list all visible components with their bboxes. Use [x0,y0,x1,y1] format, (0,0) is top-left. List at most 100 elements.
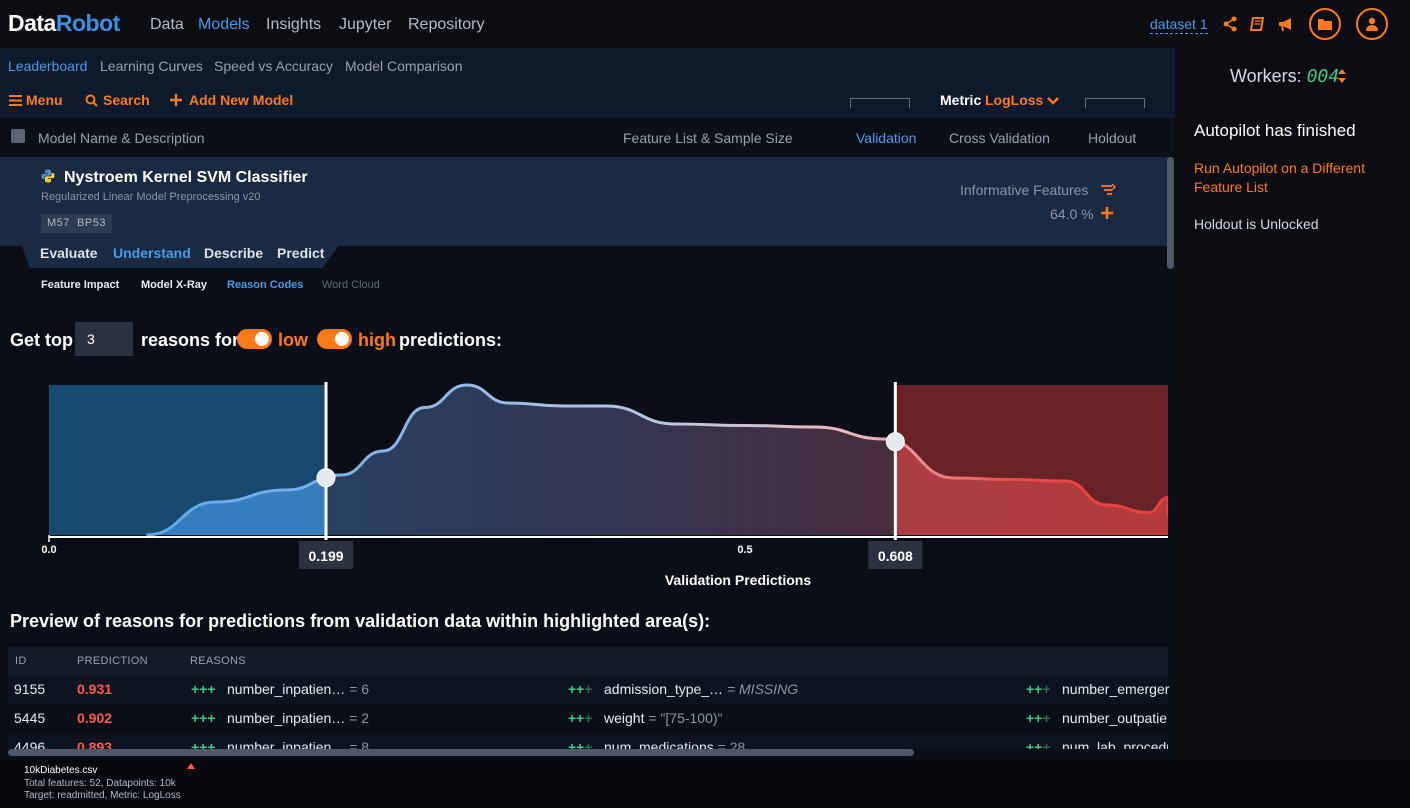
high-threshold-handle[interactable] [885,432,905,452]
subnav-speed-vs-accuracy[interactable]: Speed vs Accuracy [214,58,334,74]
low-label: low [278,330,308,350]
nav-insights[interactable]: Insights [266,16,322,33]
row-id: 5445 [14,710,46,726]
caret-up-icon[interactable] [187,763,195,769]
row-prediction: 0.893 [77,739,113,749]
horizontal-scrollbar[interactable] [8,749,914,756]
table-row[interactable]: 4496 0.893 +++ number_inpatien… = 8 +++ … [8,733,1168,749]
reason-feature: admission_type_… = MISSING [604,681,798,697]
table-row[interactable]: 5445 0.902 +++ number_inpatien… = 2 +++ … [8,704,1168,733]
nav-repository[interactable]: Repository [408,16,485,33]
high-threshold-badge [868,541,923,569]
share-icon[interactable] [1221,15,1239,33]
tag-bp53: BP53 [77,217,106,229]
row-id: 4496 [14,739,46,749]
subtab-feature-impact[interactable]: Feature Impact [41,279,120,291]
column-model-name[interactable]: Model Name & Description [38,130,205,146]
sample-size: 64.0 % [1050,206,1094,222]
subnav-learning-curves[interactable]: Learning Curves [100,58,203,74]
reason-sign-strong: ++ [1026,710,1043,726]
reason-sign: +++ [191,739,216,749]
tab-evaluate[interactable]: Evaluate [40,245,98,261]
high-threshold-value: 0.608 [878,548,913,564]
reason-sign-weak: + [1042,710,1051,726]
column-feature-list[interactable]: Feature List & Sample Size [623,130,793,146]
subtab-reason-codes[interactable]: Reason Codes [227,279,304,291]
model-name[interactable]: Nystroem Kernel SVM Classifier [64,169,308,186]
header-reasons: REASONS [190,655,246,667]
folder-icon [1318,19,1332,30]
reason-sign-weak: + [584,739,593,749]
dataset-link[interactable]: dataset 1 [1150,16,1208,34]
distribution-line [146,383,1168,537]
low-toggle[interactable] [237,329,272,349]
autopilot-status: Autopilot has finished [1194,121,1356,140]
dataset-target: Target: readmitted, Metric: LogLoss [24,790,181,801]
reason-sign-weak: + [1042,739,1051,749]
row-prediction: 0.931 [77,681,113,697]
column-cross-validation[interactable]: Cross Validation [949,130,1050,146]
tab-predict[interactable]: Predict [277,245,325,261]
subnav-leaderboard[interactable]: Leaderboard [8,58,88,74]
python-icon [41,169,55,183]
low-threshold-badge [299,541,354,569]
dataset-filename[interactable]: 10kDiabetes.csv [24,765,98,776]
tab-understand[interactable]: Understand [113,245,191,261]
low-threshold-handle[interactable] [316,468,336,488]
user-button[interactable] [1356,8,1388,40]
nav-data[interactable]: Data [150,16,184,33]
feature-list-icon[interactable] [1100,183,1116,197]
nav-jupyter[interactable]: Jupyter [339,16,392,33]
book-icon[interactable] [1249,15,1267,33]
table-row[interactable]: 9155 0.931 +++ number_inpatien… = 6 +++ … [8,675,1169,704]
header-id[interactable]: ID [15,655,27,667]
reason-sign-strong: ++ [568,739,585,749]
model-description: Regularized Linear Model Preprocessing v… [41,191,261,203]
nav-models[interactable]: Models [198,16,250,33]
holdout-status[interactable]: Holdout is Unlocked [1194,216,1319,232]
plus-icon [170,94,182,106]
megaphone-icon[interactable] [1277,15,1295,33]
workers-label: Workers: [1230,66,1302,86]
datarobot-logo[interactable]: DataRobot [8,10,120,37]
reason-feature: weight = "[75-100)" [604,710,723,726]
subtab-model-xray[interactable]: Model X-Ray [141,279,208,291]
reason-feature: number_inpatien… = 8 [227,739,369,749]
model-card [0,157,1168,246]
select-all-checkbox[interactable] [11,129,25,143]
add-sample-icon[interactable] [1101,207,1113,219]
dataset-features: Total features: 52, Datapoints: 10k [24,778,176,789]
folder-button[interactable] [1309,8,1341,40]
reason-value: = 6 [349,681,370,697]
chevron-down-icon [1047,97,1060,105]
workers-stepper-icon[interactable] [1337,67,1347,85]
high-toggle[interactable] [317,329,352,349]
row-prediction: 0.902 [77,710,113,726]
reason-feature-name: number_inpatien… [227,710,346,726]
logo-part1: Data [8,10,56,36]
run-autopilot-link[interactable]: Run Autopilot on a Different Feature Lis… [1194,160,1365,195]
reason-feature: number_inpatien… = 2 [227,710,369,726]
menu-button[interactable]: Menu [9,92,63,108]
low-threshold-value: 0.199 [308,548,343,564]
reason-sign: +++ [191,710,216,726]
subnav-bar [0,48,1175,84]
vertical-scrollbar[interactable] [1167,157,1174,269]
reason-value: = 2 [349,710,370,726]
row-id: 9155 [14,681,46,697]
top-n-input[interactable]: 3 [75,322,133,356]
header-prediction[interactable]: PREDICTION [77,655,148,667]
reason-sign: +++ [1026,739,1051,749]
metric-bracket-right [1085,98,1145,108]
hamburger-icon [9,95,22,106]
column-validation[interactable]: Validation [856,130,917,146]
tab-describe[interactable]: Describe [204,245,264,261]
add-new-model-button[interactable]: Add New Model [170,92,293,108]
reason-feature: num_medications = 28 [604,739,745,749]
search-label: Search [103,92,150,108]
table-header [8,647,1168,675]
subnav-model-comparison[interactable]: Model Comparison [345,58,463,74]
column-holdout[interactable]: Holdout [1088,130,1137,146]
search-button[interactable]: Search [85,92,150,108]
metric-select[interactable]: LogLoss [985,92,1060,108]
